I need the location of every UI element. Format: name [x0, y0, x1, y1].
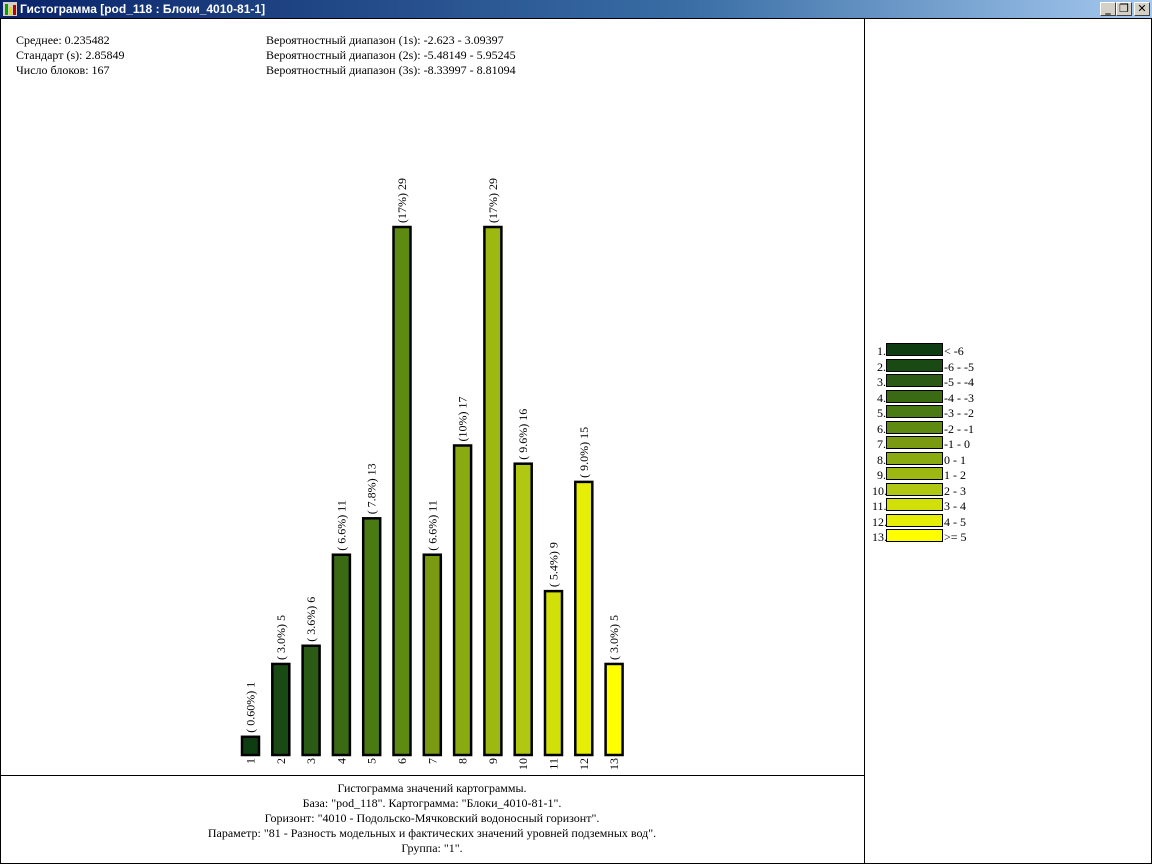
- legend-item-label: 4 - 5: [944, 514, 966, 529]
- bar-value-label: ( 7.8%) 13: [365, 463, 379, 514]
- stat-count: Число блоков: 167: [16, 63, 110, 77]
- caption-line-3: Горизонт: "4010 - Подольско-Мячковский в…: [264, 811, 600, 825]
- bar-10: [513, 462, 533, 757]
- x-tick-label: 6: [395, 758, 409, 764]
- legend-item-number: 2.: [877, 359, 886, 374]
- bar-1: [240, 735, 261, 757]
- bar-3: [301, 644, 321, 757]
- x-tick-label: 12: [577, 758, 591, 770]
- stat-range-2s: Вероятностный диапазон (2s): -5.48149 - …: [266, 48, 516, 62]
- x-tick-label: 4: [334, 758, 348, 764]
- legend-swatch: [886, 420, 943, 434]
- histogram-chart: ( 0.60%) 1 1 ( 3.0%) 5 2 ( 3.6%) 6 3 ( 6.6%) 1…: [240, 178, 624, 770]
- x-tick-label: 8: [456, 758, 470, 764]
- bar-8: [452, 444, 473, 757]
- legend-swatch: [886, 451, 943, 465]
- x-tick-label: 11: [547, 758, 561, 770]
- title-bar: Гистограмма [pod_118 : Блоки_4010-81-1] …: [0, 0, 1152, 18]
- x-tick-label: 3: [304, 758, 318, 764]
- x-tick-label: 2: [274, 758, 288, 764]
- legend-item-number: 10.: [872, 483, 887, 498]
- bar-value-label: ( 6.6%) 11: [334, 500, 348, 551]
- legend-swatch: [886, 498, 943, 511]
- bar-2: [271, 662, 291, 757]
- caption-divider: [0, 775, 864, 776]
- x-tick-label: 7: [425, 758, 439, 764]
- bar-7: [422, 553, 443, 757]
- bar-12: [574, 480, 594, 757]
- caption-line-1: Гистограмма значений картограммы.: [337, 781, 527, 795]
- legend-item-label: -1 - 0: [944, 437, 970, 451]
- caption-line-4: Параметр: "81 - Разность модельных и фак…: [207, 826, 657, 840]
- legend-item-label: < -6: [944, 344, 964, 358]
- bar-11: [543, 589, 564, 757]
- bar-13: [604, 662, 624, 757]
- bar-value-label: ( 9.6%) 16: [516, 409, 530, 460]
- legend-swatch: [886, 405, 943, 418]
- stat-mean: Среднее: 0.235482: [16, 33, 110, 47]
- bar-value-label: (10%) 17: [456, 396, 470, 441]
- legend-item-number: 9.: [877, 468, 886, 482]
- stat-std: Стандарт (s): 2.85849: [16, 48, 125, 62]
- legend-item-label: -2 - -1: [944, 421, 974, 436]
- legend-item-label: 2 - 3: [944, 483, 966, 498]
- restore-button[interactable]: ❐: [1116, 2, 1132, 16]
- legend-swatch: [886, 513, 943, 527]
- legend-item-label: -5 - -4: [944, 375, 974, 389]
- x-tick-label: 10: [516, 758, 530, 770]
- legend-swatch: [886, 389, 943, 403]
- window-title: Гистограмма [pod_118 : Блоки_4010-81-1]: [20, 2, 266, 16]
- x-tick-label: 13: [607, 758, 621, 770]
- bar-value-label: ( 5.4%) 9: [547, 542, 561, 587]
- bar-9: [483, 225, 503, 757]
- legend-item-label: -6 - -5: [944, 359, 974, 374]
- legend-swatch: [886, 358, 943, 372]
- x-tick-label: 9: [486, 758, 500, 764]
- legend-item-number: 6.: [877, 421, 886, 436]
- bar-value-label: ( 3.0%) 5: [274, 615, 288, 660]
- x-tick-label: 5: [365, 758, 379, 764]
- bar-value-label: (17%) 29: [395, 178, 409, 223]
- caption-line-2: База: "pod_118". Картограмма: "Блоки_401…: [302, 796, 562, 810]
- legend-item-number: 1.: [877, 344, 886, 358]
- bar-4: [331, 553, 352, 757]
- app-icon: [3, 2, 17, 16]
- stat-range-3s: Вероятностный диапазон (3s): -8.33997 - …: [266, 63, 516, 77]
- bar-value-label: ( 6.6%) 11: [425, 500, 439, 551]
- bar-value-label: ( 3.0%) 5: [607, 615, 621, 660]
- legend-item-number: 13.: [872, 530, 887, 544]
- legend-swatch: [886, 529, 943, 542]
- bar-value-label: (17%) 29: [486, 178, 500, 223]
- legend-swatch: [886, 343, 943, 356]
- legend-item-number: 5.: [877, 406, 886, 420]
- legend-swatch: [886, 374, 943, 387]
- legend-item-number: 7.: [877, 437, 886, 451]
- bar-5: [361, 517, 382, 757]
- x-tick-label: 1: [244, 758, 258, 764]
- caption-line-5: Группа: "1".: [401, 841, 463, 855]
- legend-item-number: 8.: [877, 452, 886, 467]
- legend-item-label: -4 - -3: [944, 390, 974, 405]
- legend-swatch: [886, 436, 943, 449]
- bar-value-label: ( 9.0%) 15: [577, 427, 591, 478]
- legend-item-label: -3 - -2: [944, 406, 974, 420]
- legend-item-label: 3 - 4: [944, 499, 966, 513]
- legend-item-label: >= 5: [944, 530, 967, 544]
- bar-6: [392, 225, 412, 757]
- legend-item-label: 0 - 1: [944, 452, 966, 467]
- legend-item-number: 3.: [877, 375, 886, 389]
- bar-value-label: ( 3.6%) 6: [304, 597, 318, 642]
- stat-range-1s: Вероятностный диапазон (1s): -2.623 - 3.…: [266, 33, 504, 47]
- close-button[interactable]: ✕: [1134, 2, 1150, 16]
- legend-divider: [864, 18, 865, 864]
- legend-item-label: 1 - 2: [944, 468, 966, 482]
- bar-value-label: ( 0.60%) 1: [244, 682, 258, 733]
- legend-item-number: 12.: [872, 514, 887, 529]
- minimize-button[interactable]: _: [1100, 2, 1116, 16]
- legend-swatch: [886, 482, 943, 496]
- legend-item-number: 4.: [877, 390, 886, 405]
- legend-item-number: 11.: [872, 499, 887, 513]
- legend-swatch: [886, 467, 943, 480]
